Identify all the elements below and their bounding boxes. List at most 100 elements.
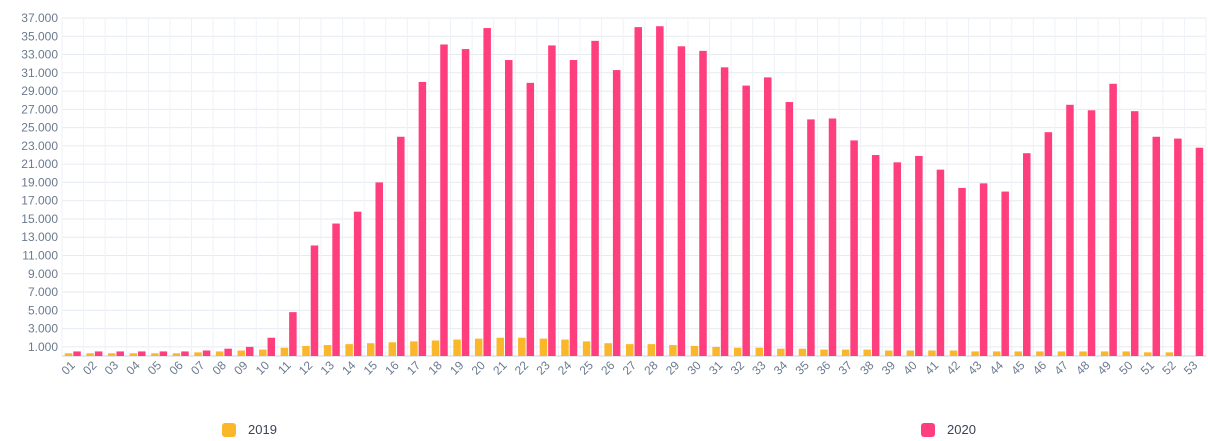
bar-2019-43[interactable] xyxy=(971,351,979,356)
bar-2019-37[interactable] xyxy=(841,349,850,356)
bar-2020-04[interactable] xyxy=(138,351,146,356)
bar-2020-20[interactable] xyxy=(483,28,491,357)
bar-2019-50[interactable] xyxy=(1122,351,1130,356)
bar-2020-01[interactable] xyxy=(73,351,81,356)
bar-2019-20[interactable] xyxy=(474,338,483,356)
bar-2020-14[interactable] xyxy=(353,211,362,356)
bar-2019-05[interactable] xyxy=(151,353,159,356)
bar-2019-42[interactable] xyxy=(949,350,958,356)
bar-2020-17[interactable] xyxy=(418,81,427,356)
bar-2019-35[interactable] xyxy=(798,348,807,356)
bar-2020-26[interactable] xyxy=(612,70,621,357)
bar-2019-07[interactable] xyxy=(194,352,202,356)
bar-2020-25[interactable] xyxy=(591,40,599,357)
bar-2019-46[interactable] xyxy=(1036,351,1044,356)
bar-2020-27[interactable] xyxy=(634,27,643,357)
bar-2020-31[interactable] xyxy=(720,67,729,357)
bar-2019-17[interactable] xyxy=(410,341,418,356)
bar-2019-34[interactable] xyxy=(777,348,785,356)
bar-2020-23[interactable] xyxy=(548,45,556,357)
bar-2020-38[interactable] xyxy=(871,155,880,356)
bar-2019-39[interactable] xyxy=(885,350,893,356)
bar-2020-05[interactable] xyxy=(159,351,168,356)
bar-2020-22[interactable] xyxy=(526,82,535,356)
bar-2019-27[interactable] xyxy=(626,344,634,356)
bar-2020-52[interactable] xyxy=(1174,138,1182,356)
bar-2019-25[interactable] xyxy=(582,341,591,356)
bar-2019-44[interactable] xyxy=(992,351,1001,356)
bar-2020-45[interactable] xyxy=(1023,153,1031,356)
bar-2019-19[interactable] xyxy=(453,339,461,356)
bar-2019-15[interactable] xyxy=(366,343,375,356)
bar-2019-48[interactable] xyxy=(1079,351,1087,356)
bar-2020-46[interactable] xyxy=(1044,132,1053,356)
bar-2020-21[interactable] xyxy=(504,60,513,357)
bar-2020-02[interactable] xyxy=(94,351,103,356)
bar-2019-40[interactable] xyxy=(906,350,915,356)
bar-2020-51[interactable] xyxy=(1152,136,1161,356)
bar-2019-38[interactable] xyxy=(863,349,871,356)
bar-2019-18[interactable] xyxy=(431,340,440,356)
bar-2019-45[interactable] xyxy=(1014,351,1023,356)
bar-2019-26[interactable] xyxy=(604,343,612,356)
bar-2020-43[interactable] xyxy=(979,183,988,356)
bar-2020-44[interactable] xyxy=(1001,191,1009,356)
bar-2020-48[interactable] xyxy=(1087,110,1096,356)
bar-2020-36[interactable] xyxy=(828,118,837,357)
bar-2020-33[interactable] xyxy=(764,77,772,356)
bar-2020-49[interactable] xyxy=(1109,83,1117,356)
bar-2019-52[interactable] xyxy=(1165,352,1174,356)
bar-2020-47[interactable] xyxy=(1066,104,1074,356)
bar-2019-01[interactable] xyxy=(64,353,73,356)
bar-2020-37[interactable] xyxy=(850,140,858,356)
bar-2019-16[interactable] xyxy=(388,342,397,356)
bar-2020-12[interactable] xyxy=(310,245,319,356)
bar-2019-23[interactable] xyxy=(539,338,548,356)
bar-2019-03[interactable] xyxy=(107,353,116,356)
bar-2020-30[interactable] xyxy=(699,50,707,357)
bar-2019-13[interactable] xyxy=(323,345,332,356)
bar-2020-07[interactable] xyxy=(202,350,211,356)
bar-2020-06[interactable] xyxy=(181,351,189,356)
bar-2020-32[interactable] xyxy=(742,85,750,356)
bar-2019-21[interactable] xyxy=(496,337,504,356)
bar-2019-41[interactable] xyxy=(928,350,936,356)
bar-2019-47[interactable] xyxy=(1057,351,1066,356)
bar-2019-28[interactable] xyxy=(647,344,656,356)
bar-2019-33[interactable] xyxy=(755,347,764,356)
bar-2019-06[interactable] xyxy=(172,353,181,356)
bar-2020-39[interactable] xyxy=(893,162,902,356)
bar-2020-40[interactable] xyxy=(915,155,923,356)
bar-2020-29[interactable] xyxy=(677,46,686,357)
bar-2020-10[interactable] xyxy=(267,337,276,356)
bar-2020-13[interactable] xyxy=(332,223,340,356)
bar-2020-11[interactable] xyxy=(289,312,297,356)
bar-2019-12[interactable] xyxy=(302,345,310,356)
bar-2019-24[interactable] xyxy=(561,339,569,356)
bar-2020-35[interactable] xyxy=(807,119,815,357)
bar-2020-16[interactable] xyxy=(397,136,405,356)
bar-2019-08[interactable] xyxy=(215,351,224,356)
bar-2019-14[interactable] xyxy=(345,344,353,356)
bar-2019-11[interactable] xyxy=(280,347,289,356)
bar-2020-19[interactable] xyxy=(461,49,470,357)
bar-2019-32[interactable] xyxy=(733,347,742,356)
bar-2020-34[interactable] xyxy=(785,102,794,356)
bar-2019-36[interactable] xyxy=(820,349,828,356)
bar-2019-31[interactable] xyxy=(712,346,720,356)
bar-2020-50[interactable] xyxy=(1130,111,1139,356)
bar-2019-10[interactable] xyxy=(259,349,267,356)
bar-2020-53[interactable] xyxy=(1195,147,1204,356)
bar-2019-02[interactable] xyxy=(86,353,94,356)
bar-2020-03[interactable] xyxy=(116,351,124,356)
bar-2020-08[interactable] xyxy=(224,348,232,356)
bar-2019-49[interactable] xyxy=(1100,351,1109,356)
legend-item-2019[interactable]: 2019 xyxy=(222,422,277,437)
legend-item-2020[interactable]: 2020 xyxy=(921,422,976,437)
bar-2019-51[interactable] xyxy=(1144,352,1152,356)
bar-2020-28[interactable] xyxy=(656,26,664,357)
bar-2020-15[interactable] xyxy=(375,182,383,356)
bar-2019-09[interactable] xyxy=(237,350,245,356)
bar-2019-04[interactable] xyxy=(129,353,138,356)
bar-2019-29[interactable] xyxy=(669,345,677,356)
